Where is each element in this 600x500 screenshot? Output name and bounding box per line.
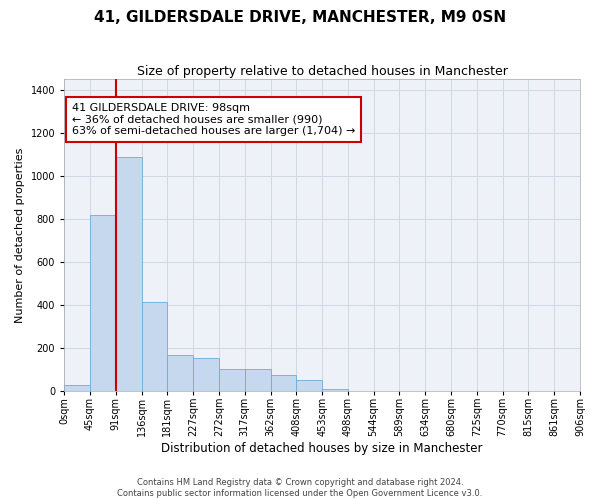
Bar bbox=[322, 389, 348, 392]
X-axis label: Distribution of detached houses by size in Manchester: Distribution of detached houses by size … bbox=[161, 442, 483, 455]
Bar bbox=[296, 380, 322, 392]
Text: 41 GILDERSDALE DRIVE: 98sqm
← 36% of detached houses are smaller (990)
63% of se: 41 GILDERSDALE DRIVE: 98sqm ← 36% of det… bbox=[72, 103, 355, 136]
Bar bbox=[219, 369, 245, 392]
Bar bbox=[271, 375, 296, 392]
Y-axis label: Number of detached properties: Number of detached properties bbox=[15, 148, 25, 323]
Title: Size of property relative to detached houses in Manchester: Size of property relative to detached ho… bbox=[137, 65, 508, 78]
Text: 41, GILDERSDALE DRIVE, MANCHESTER, M9 0SN: 41, GILDERSDALE DRIVE, MANCHESTER, M9 0S… bbox=[94, 10, 506, 25]
Bar bbox=[167, 355, 193, 392]
Bar bbox=[142, 302, 167, 392]
Bar bbox=[116, 156, 142, 392]
Text: Contains HM Land Registry data © Crown copyright and database right 2024.
Contai: Contains HM Land Registry data © Crown c… bbox=[118, 478, 482, 498]
Bar bbox=[64, 385, 90, 392]
Bar bbox=[245, 369, 271, 392]
Bar bbox=[90, 215, 116, 392]
Bar bbox=[193, 358, 219, 392]
